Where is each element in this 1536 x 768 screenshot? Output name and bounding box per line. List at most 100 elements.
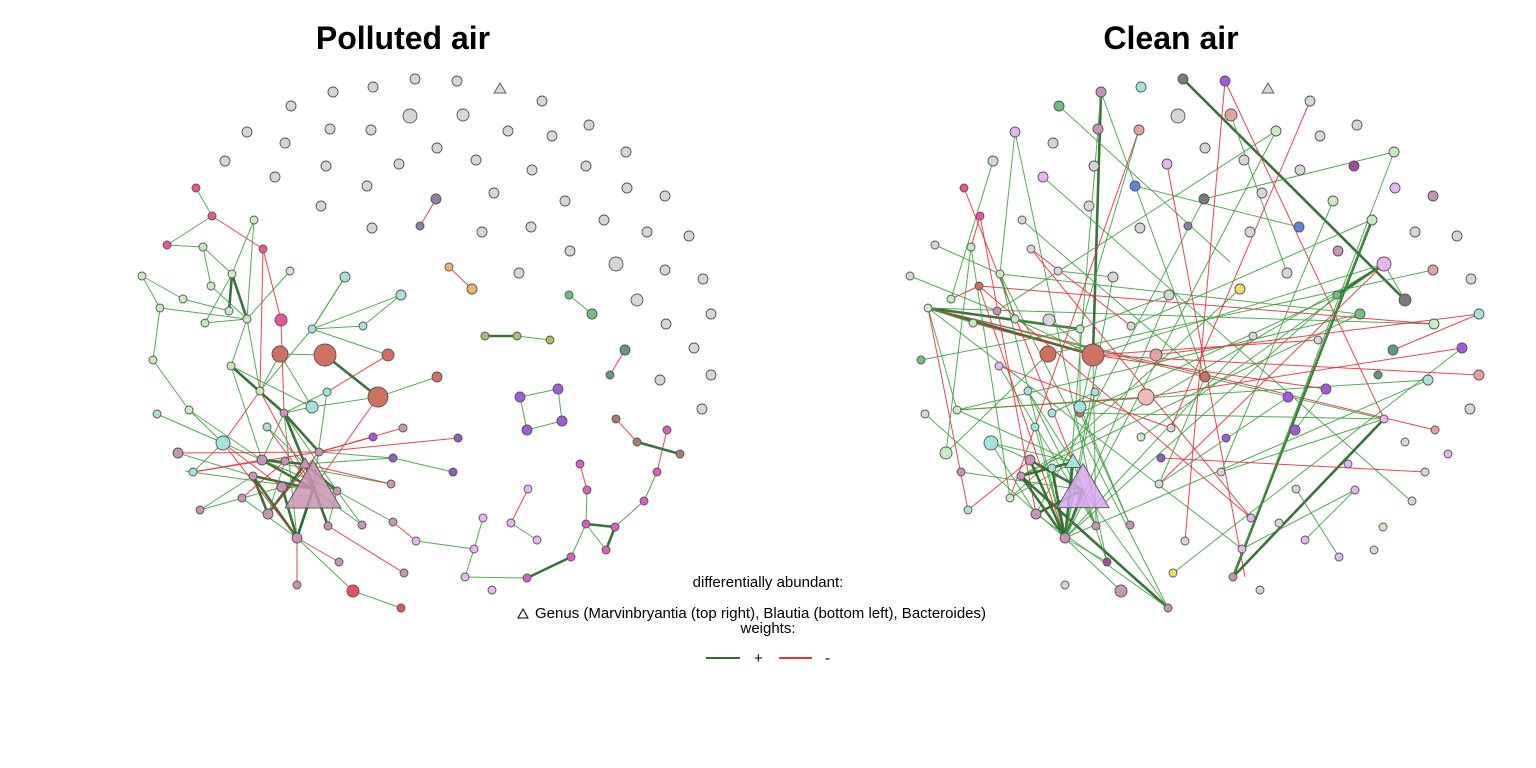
network-node	[1037, 171, 1049, 183]
positive-edge	[1091, 91, 1103, 356]
positive-edge	[327, 490, 338, 527]
network-node	[206, 281, 216, 291]
network-node	[1270, 125, 1282, 137]
network-node	[1451, 230, 1463, 242]
network-node	[526, 164, 538, 176]
positive-edge	[311, 396, 379, 408]
positive-edge	[246, 318, 261, 392]
network-node	[226, 361, 236, 371]
network-node	[581, 519, 591, 529]
positive-edge	[261, 412, 285, 461]
network-node	[987, 155, 999, 167]
network-node	[1107, 271, 1119, 283]
network-node	[1081, 343, 1105, 367]
network-node	[1428, 318, 1440, 330]
network-node	[1224, 108, 1238, 122]
network-node	[258, 244, 268, 254]
network-node	[1443, 449, 1453, 459]
negative-edge	[192, 459, 263, 473]
positive-edge	[188, 409, 224, 444]
network-node	[564, 245, 576, 257]
positive-edge	[392, 457, 454, 473]
network-node	[697, 273, 709, 285]
network-node	[1464, 403, 1476, 415]
positive-edge	[990, 442, 1074, 463]
network-node	[956, 467, 966, 477]
network-node	[523, 484, 533, 494]
network-node	[545, 335, 555, 345]
network-node	[1030, 422, 1040, 432]
network-node	[361, 180, 373, 192]
title-polluted-air: Polluted air	[315, 20, 491, 56]
negative-edge	[1160, 457, 1427, 473]
network-node	[546, 130, 558, 142]
network-node	[315, 200, 327, 212]
network-node	[1073, 400, 1087, 414]
network-node	[564, 290, 574, 300]
network-node	[215, 435, 231, 451]
negative-edge	[259, 248, 264, 392]
network-node	[381, 348, 395, 362]
positive-edge	[204, 273, 233, 324]
negative-edge	[970, 215, 981, 248]
positive-edge	[296, 537, 354, 592]
network-node	[367, 81, 379, 93]
network-node	[1026, 244, 1036, 254]
positive-edge	[210, 285, 248, 320]
network-node	[1387, 344, 1399, 356]
positive-edge	[643, 471, 658, 502]
positive-edge	[473, 517, 484, 550]
network-node	[683, 230, 695, 242]
network-node	[1246, 513, 1256, 523]
positive-edge	[945, 353, 1049, 454]
network-node	[398, 423, 408, 433]
network-node	[641, 226, 653, 238]
positive-edge	[230, 365, 313, 408]
network-node	[632, 437, 642, 447]
network-node	[512, 331, 522, 341]
negative-edge	[392, 521, 417, 542]
network-node	[480, 331, 490, 341]
positive-edge	[956, 409, 1074, 463]
positive-edge	[1134, 185, 1300, 228]
network-node	[575, 459, 585, 469]
network-node	[366, 222, 378, 234]
positive-edge	[230, 318, 248, 367]
network-node	[608, 256, 624, 272]
network-node	[583, 119, 595, 131]
negative-edge	[222, 442, 283, 488]
network-node	[1090, 387, 1100, 397]
network-node	[358, 321, 368, 331]
network-node	[249, 215, 259, 225]
negative-edge	[241, 460, 286, 499]
network-node	[1320, 383, 1332, 395]
network-node	[1137, 388, 1155, 406]
positive-edge	[1042, 176, 1411, 501]
negative-edge	[1392, 313, 1480, 351]
negative-edge	[1155, 313, 1480, 356]
network-node	[1389, 182, 1401, 194]
network-node	[1294, 164, 1306, 176]
network-node	[314, 447, 324, 457]
legend-negative-label: -	[825, 650, 830, 667]
network-node	[995, 269, 1005, 279]
positive-edge	[199, 475, 254, 511]
network-node	[444, 262, 454, 272]
network-node	[1030, 508, 1042, 520]
network-node	[1053, 100, 1065, 112]
network-node	[1332, 290, 1342, 300]
network-node	[488, 187, 500, 199]
positive-edge	[311, 294, 402, 330]
positive-edge	[1051, 391, 1096, 414]
positive-edge	[1021, 219, 1206, 378]
network-node	[1092, 123, 1104, 135]
network-node	[1388, 146, 1400, 158]
network-node	[502, 125, 514, 137]
positive-edge	[311, 325, 364, 330]
negative-edge	[296, 537, 340, 563]
network-node	[172, 447, 184, 459]
positive-edge	[195, 187, 213, 217]
positive-edge	[1064, 537, 1122, 592]
positive-edge	[1020, 460, 1074, 478]
positive-edge	[166, 244, 204, 248]
